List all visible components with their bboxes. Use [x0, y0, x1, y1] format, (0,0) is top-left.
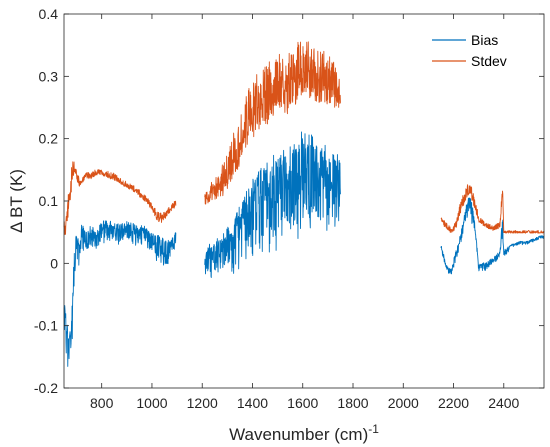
y-axis-label: Δ BT (K) — [7, 169, 26, 233]
x-tick-label-1000: 1000 — [136, 395, 167, 411]
series-layer — [63, 41, 545, 367]
legend-label-bias: Bias — [471, 32, 498, 48]
x-tick-label-1200: 1200 — [187, 395, 218, 411]
series-bias — [63, 131, 545, 367]
x-tick-label-1800: 1800 — [337, 395, 368, 411]
x-tick-label-800: 800 — [90, 395, 114, 411]
series-bias-segment-1 — [63, 220, 177, 367]
series-bias-segment-3 — [440, 197, 545, 275]
x-tick-label-2000: 2000 — [388, 395, 419, 411]
y-tick-label-0.1: 0.1 — [39, 193, 59, 209]
x-tick-label-1600: 1600 — [287, 395, 318, 411]
series-stdev — [63, 41, 545, 235]
y-tick-label--0.1: -0.1 — [34, 318, 58, 334]
y-tick-label-0: 0 — [50, 255, 58, 271]
y-tick-label-0.3: 0.3 — [39, 68, 59, 84]
y-tick-label-0.4: 0.4 — [39, 6, 59, 22]
series-stdev-segment-3 — [440, 184, 545, 234]
series-stdev-segment-1 — [63, 161, 177, 235]
x-tick-label-1400: 1400 — [237, 395, 268, 411]
x-axis-label: Wavenumber (cm)-1 — [229, 422, 379, 444]
x-tick-label-2400: 2400 — [488, 395, 519, 411]
y-tick-label-0.2: 0.2 — [39, 131, 59, 147]
legend: Bias Stdev — [432, 32, 507, 69]
series-bias-segment-2 — [204, 131, 341, 278]
legend-label-stdev: Stdev — [471, 53, 507, 69]
x-tick-label-2200: 2200 — [438, 395, 469, 411]
series-stdev-segment-2 — [204, 41, 341, 205]
y-tick-label--0.2: -0.2 — [34, 380, 58, 396]
ticks-layer: 800 1000 1200 1400 1600 1800 2000 2200 2400 -0.2 -… — [34, 6, 544, 411]
